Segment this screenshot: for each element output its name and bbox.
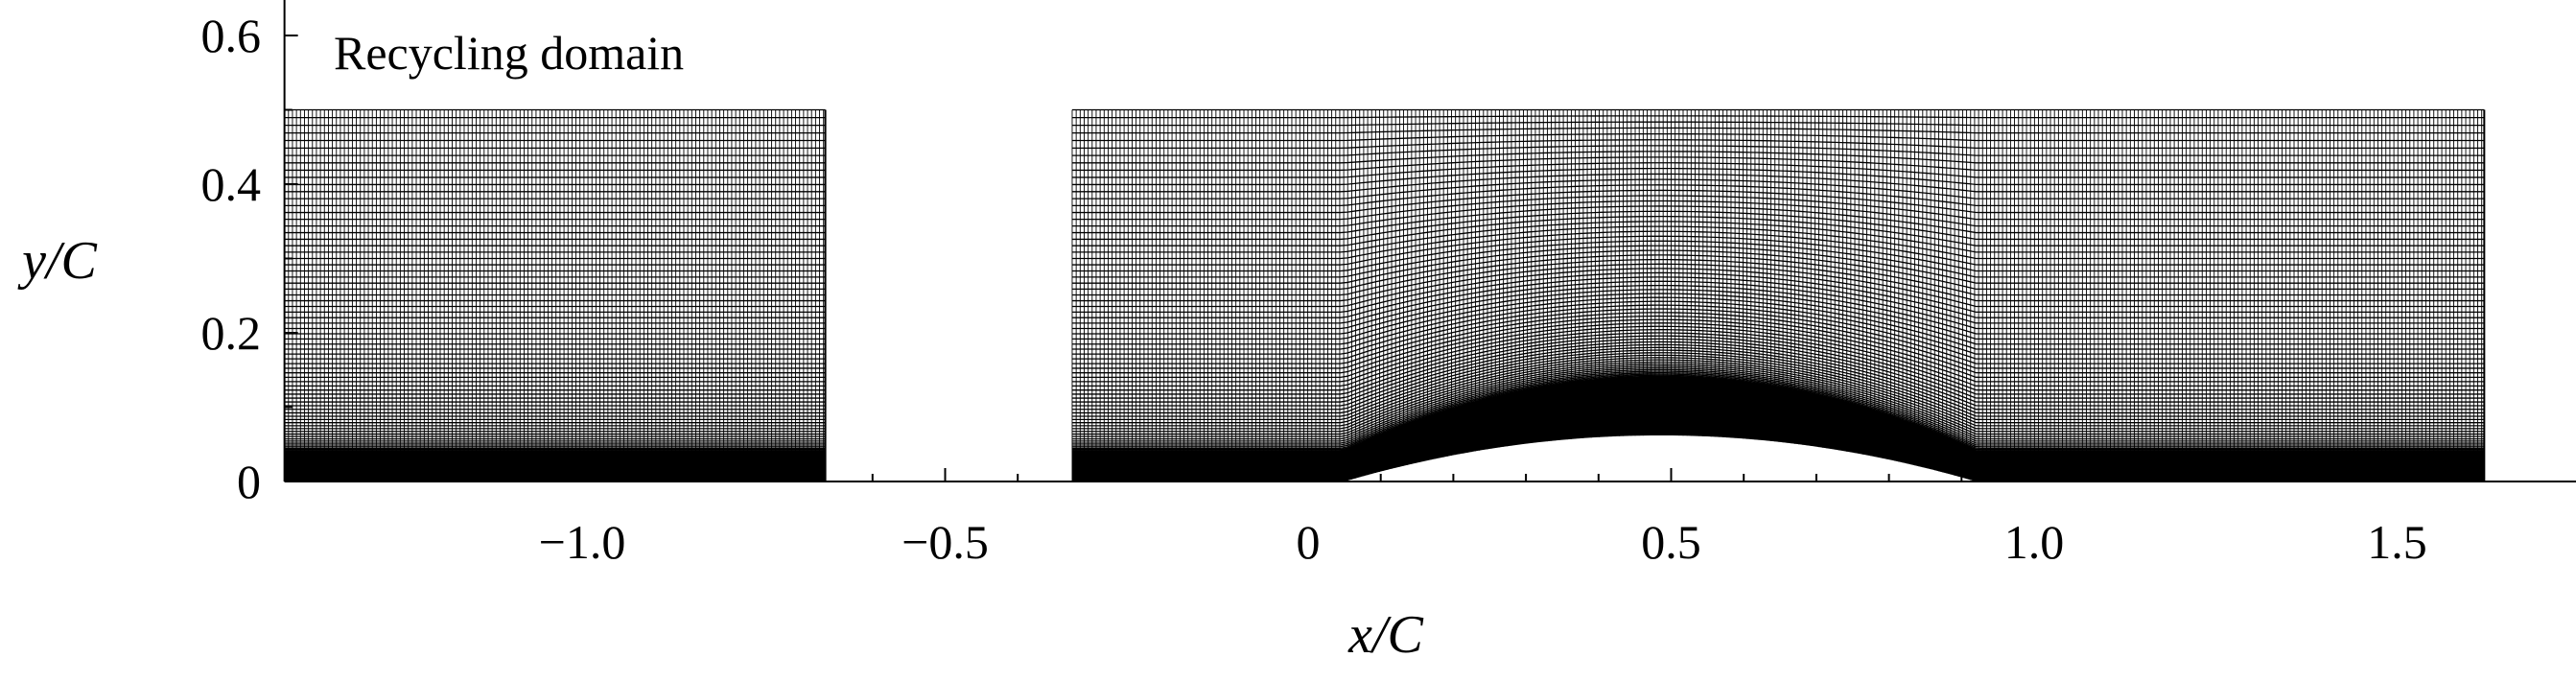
mesh-line-horizontal [1071,240,2485,278]
mesh-line-horizontal [1071,127,2485,134]
mesh-line-horizontal [1071,318,2485,379]
mesh-block-main [1071,108,2486,481]
mesh-line-horizontal [1071,343,2485,411]
mesh-line-horizontal [1071,373,2485,448]
mesh-line-horizontal [1071,368,2485,442]
mesh-line-horizontal [1071,332,2485,395]
mesh-line-horizontal [1071,361,2485,433]
x-tick-label: 0.5 [1641,515,1701,569]
mesh-grid [284,108,2486,481]
mesh-line-horizontal [1071,189,2485,214]
y-tick-label: 0.2 [201,306,262,360]
mesh-line-horizontal [1071,322,2485,383]
mesh-line-horizontal [1071,289,2485,340]
mesh-line-horizontal [1071,268,2485,314]
mesh-line-horizontal [1071,366,2485,440]
mesh-line-horizontal [1071,363,2485,435]
mesh-line-horizontal [1071,312,2485,369]
mesh-line-horizontal [1071,221,2485,253]
x-tick-label: 1.0 [2004,515,2065,569]
mesh-line-horizontal [1071,308,2485,364]
mesh-line-horizontal [1071,132,2485,142]
mesh-line-horizontal [1071,195,2485,221]
axes [283,0,2576,482]
ticks [284,35,2471,482]
mesh-line-horizontal [1071,245,2485,284]
mesh-line-horizontal [1071,357,2485,427]
mesh-line-horizontal [1071,315,2485,374]
mesh-line-horizontal [1071,359,2485,430]
mesh-line-horizontal [1071,304,2485,360]
x-axis-title: x/C [1347,605,1423,665]
mesh-line-horizontal [1071,293,2485,345]
mesh-line-horizontal [1071,276,2485,324]
mesh-line-horizontal [1071,349,2485,417]
mesh-line-horizontal [1071,296,2485,350]
y-axis-title: y/C [17,231,97,291]
x-tick-labels: −1.0 −0.5 0 0.5 1.0 1.5 [539,515,2427,569]
mesh-line-horizontal [1071,156,2485,172]
mesh-line-horizontal [1071,235,2485,272]
mesh-line-horizontal [1071,200,2485,227]
mesh-line-horizontal [1071,271,2485,318]
wall-refined-region [284,452,826,481]
y-tick-label: 0.6 [201,9,262,62]
mesh-line-horizontal [1071,354,2485,424]
mesh-line-horizontal [1071,300,2485,355]
x-tick-label: −0.5 [902,515,989,569]
mesh-line-horizontal [1071,376,2485,452]
mesh-line-horizontal [1071,375,2485,451]
x-tick-label: 1.5 [2367,515,2427,569]
x-tick-label: 0 [1297,515,1321,569]
mesh-line-horizontal [1071,263,2485,308]
mesh-line-horizontal [1071,325,2485,387]
mesh-line-horizontal [1071,173,2485,193]
y-tick-labels: 0 0.2 0.4 0.6 [201,9,262,508]
mesh-line-horizontal [1071,254,2485,296]
mesh-line-horizontal [1071,139,2485,150]
mesh-line-horizontal [1071,280,2485,330]
mesh-line-horizontal [1071,365,2485,437]
mesh-line-horizontal [1071,205,2485,234]
y-tick-label: 0 [237,455,261,508]
mesh-line-horizontal [1071,370,2485,444]
mesh-line-horizontal [1071,249,2485,291]
mesh-line-horizontal [1071,151,2485,164]
mesh-line-horizontal [1071,216,2485,247]
mesh-line-horizontal [1071,352,2485,421]
mesh-line-horizontal [1071,374,2485,449]
mesh-line-horizontal [1071,284,2485,335]
mesh-block-recycling [284,108,827,481]
mesh-line-horizontal [1071,230,2485,266]
mesh-line-horizontal [1071,346,2485,414]
mesh-line-horizontal [1071,210,2485,241]
mesh-line-horizontal [1071,115,2485,119]
mesh-line-horizontal [1071,121,2485,127]
mesh-line-horizontal [1071,371,2485,446]
mesh-line-horizontal [1071,338,2485,403]
mesh-line-horizontal [1071,178,2485,200]
mesh-line-horizontal [1071,335,2485,399]
mesh-line-horizontal [1071,184,2485,207]
mesh-line-horizontal [1071,162,2485,178]
wall-refined-region [1071,378,2485,481]
mesh-line-horizontal [1071,329,2485,391]
y-tick-label: 0.4 [201,157,262,211]
mesh-line-horizontal [1071,167,2485,186]
mesh-line-horizontal [1071,145,2485,156]
mesh-line-horizontal [1071,258,2485,302]
recycling-domain-label: Recycling domain [334,26,684,80]
mesh-line-horizontal [1071,225,2485,260]
x-tick-label: −1.0 [539,515,626,569]
mesh-line-horizontal [1071,340,2485,407]
